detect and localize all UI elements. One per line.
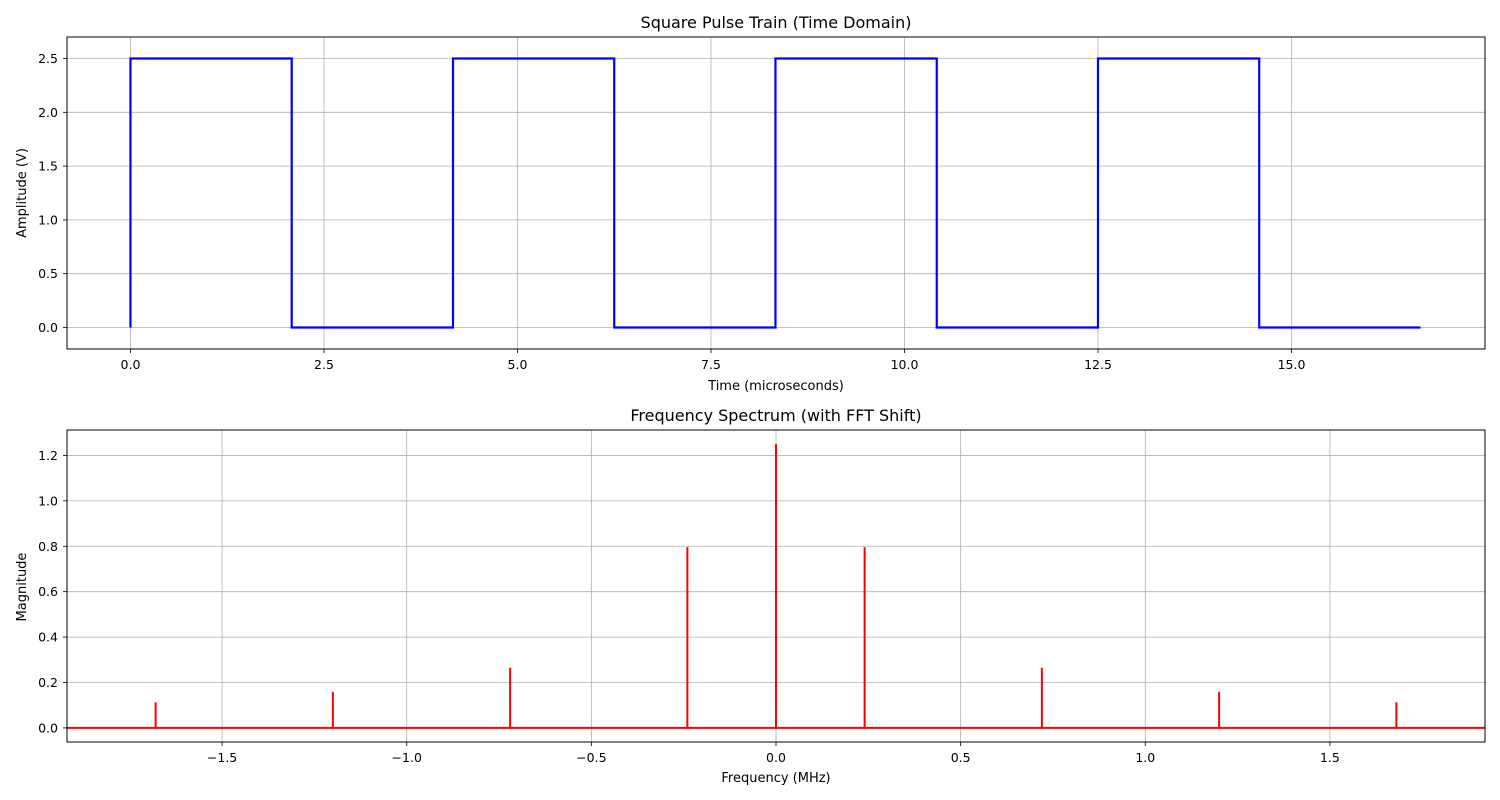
frequency-spectrum-chart: −1.5 −1.0 −0.5 0.0 0.5 1.0 1.5 0.0 0.2 0.4 0.6 0.8 1… [15,406,1486,786]
time-x-tick-label: 2.5 [314,357,334,372]
freq-y-tick-label: 1.2 [38,448,58,463]
freq-y-tick-label: 0.6 [38,584,58,599]
time-x-axis-label: Time (microseconds) [707,379,844,394]
time-axes-frame [66,36,1486,350]
freq-x-tick-label: 0.0 [766,750,786,765]
frequency-y-axis-label: Magnitude [15,553,30,622]
time-y-tick-label: 0.5 [38,266,58,281]
time-y-tick-label: 2.0 [38,105,58,120]
frequency-x-axis-label: Frequency (MHz) [721,771,830,786]
freq-x-tick-label: 1.5 [1320,750,1340,765]
time-series [129,57,1421,329]
freq-x-tick-label: −1.5 [207,750,237,765]
time-x-tick-label: 15.0 [1278,357,1306,372]
freq-y-tick-label: 1.0 [38,493,58,508]
time-domain-chart: 0.0 2.5 5.0 7.5 10.0 12.5 15.0 0.0 0.5 1.0 1.5 2.0 2… [15,13,1486,394]
time-x-tick-label: 12.5 [1084,357,1112,372]
freq-x-tick-label: −1.0 [392,750,422,765]
time-y-tick-label: 1.5 [38,159,58,174]
freq-x-tick-label: 1.0 [1135,750,1155,765]
pulse-train-line [129,57,1421,329]
time-y-tick-label: 2.5 [38,51,58,66]
freq-y-tick-label: 0.2 [38,675,58,690]
time-x-tick-label: 10.0 [891,357,919,372]
frequency-chart-title: Frequency Spectrum (with FFT Shift) [630,406,921,425]
time-y-tick-label: 0.0 [38,320,58,335]
freq-x-tick-label: −0.5 [576,750,606,765]
time-x-tick-label: 0.0 [121,357,141,372]
freq-y-tick-label: 0.0 [38,720,58,735]
freq-x-tick-label: 0.5 [951,750,971,765]
freq-y-tick-label: 0.4 [38,630,58,645]
time-y-axis-label: Amplitude (V) [15,148,30,238]
time-y-tick-label: 1.0 [38,212,58,227]
frequency-series [67,444,1485,729]
time-x-tick-label: 7.5 [701,357,721,372]
frequency-ticks: −1.5 −1.0 −0.5 0.0 0.5 1.0 1.5 0.0 0.2 0.4 0.6 0.8 1… [38,448,1340,765]
time-chart-title: Square Pulse Train (Time Domain) [641,13,912,32]
time-x-tick-label: 5.0 [508,357,528,372]
time-ticks: 0.0 2.5 5.0 7.5 10.0 12.5 15.0 0.0 0.5 1.0 1.5 2.0 2… [38,51,1305,372]
freq-y-tick-label: 0.8 [38,539,58,554]
